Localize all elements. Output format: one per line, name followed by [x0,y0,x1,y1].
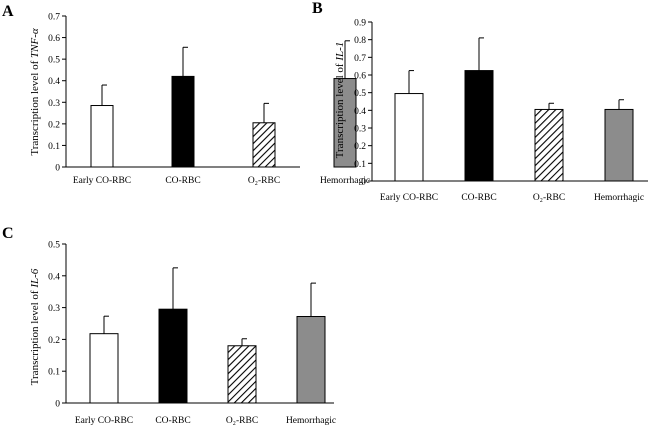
y-tick-label: 0.6 [48,34,60,44]
y-tick-label: 0.9 [354,19,366,29]
y-tick-label: 0.5 [48,56,60,66]
category-label: Hemorrhagic [286,416,336,426]
y-tick-label: 0.7 [354,54,366,64]
y-tick-label: 0.2 [48,336,60,346]
category-label: Hemorrhagic [594,193,644,203]
y-axis-title: Transcription level of TNF-α [29,28,41,156]
y-tick-label: 0.5 [354,89,366,99]
y-tick-label: 0.4 [48,77,60,87]
y-axis-title: Transcription level of IL-1 [334,42,346,159]
y-tick-label: 0 [55,164,60,174]
chart-panel-a: A Transcription level of TNF-α 0 0.1 0.2 0.… [2,3,370,186]
y-tick-label: 0.4 [354,107,366,117]
y-tick-label: 0.2 [354,142,366,152]
chart-panel-b: B Transcription level of IL-1 0 0.1 0.2 0.3… [312,0,648,203]
panel-letter: A [2,3,14,20]
y-axis-title: Transcription level of IL-6 [29,268,41,385]
y-tick-label: 0 [55,400,60,410]
y-tick-label: 0.5 [48,241,60,251]
category-label: CO-RBC [461,193,496,203]
y-axis-title-gene: IL-6 [29,268,41,288]
category-label: Early CO-RBC [380,193,438,203]
category-label: O₂-RBC [248,176,280,186]
panel-letter: B [312,0,323,17]
y-axis-title-prefix: Transcription level of [29,288,41,386]
y-tick-label: 0.4 [48,272,60,282]
y-tick-label: 0.1 [48,142,60,152]
bar [296,316,326,404]
panel-letter: C [2,225,14,242]
bar [464,70,494,182]
bar [227,345,257,404]
y-tick-label: 0.8 [354,36,366,46]
bar [394,93,424,182]
y-tick-label: 0.1 [48,368,60,378]
bar [604,108,634,182]
y-tick-label: 0.6 [354,72,366,82]
y-tick-label: 0.7 [48,13,60,23]
category-label: O₂-RBC [533,193,565,203]
bar [158,308,188,404]
category-label: Early CO-RBC [75,416,133,426]
y-axis-title-gene: IL-1 [334,42,346,62]
bar [90,105,114,168]
bar [252,122,276,168]
y-axis-title-prefix: Transcription level of [29,58,41,156]
y-tick-label: 0 [361,178,366,188]
category-label: Hemorrhagic [320,176,370,186]
category-label: Early CO-RBC [73,176,131,186]
y-tick-label: 0.1 [354,160,366,170]
y-tick-label: 0.2 [48,120,60,130]
y-tick-label: 0.3 [48,99,60,109]
y-axis-title-prefix: Transcription level of [334,61,346,159]
y-tick-label: 0.3 [48,304,60,314]
bar [534,108,564,182]
chart-panel-c: C Transcription level of IL-6 0 0.1 0.2 0.3… [2,225,336,426]
bar [171,75,195,168]
category-label: CO-RBC [165,176,200,186]
y-tick-label: 0.3 [354,125,366,135]
category-label: O₂-RBC [226,416,258,426]
category-label: CO-RBC [155,416,190,426]
y-axis-title-gene: TNF-α [29,28,41,58]
bar [89,333,119,404]
